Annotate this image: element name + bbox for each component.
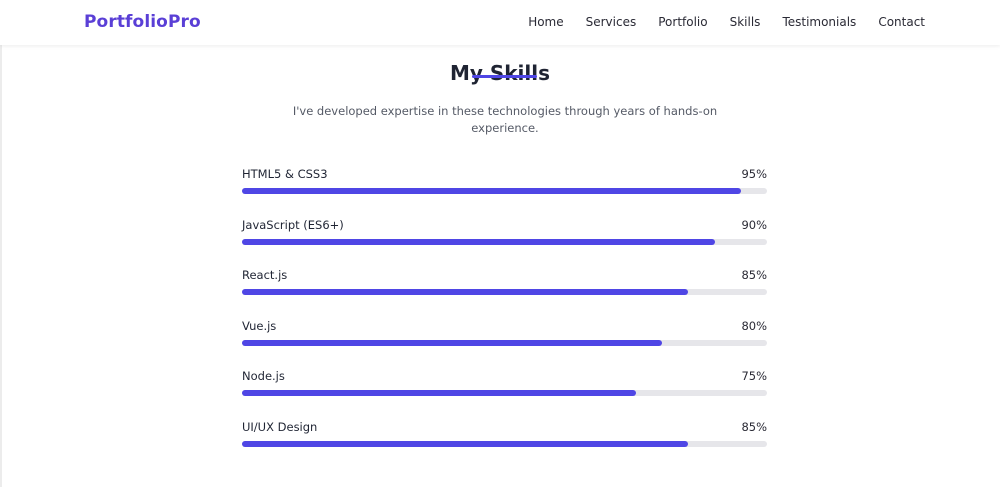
skill-item: React.js 85% xyxy=(242,268,767,319)
logo[interactable]: PortfolioPro xyxy=(84,12,201,32)
skill-header: Node.js 75% xyxy=(242,369,767,385)
nav-link-portfolio[interactable]: Portfolio xyxy=(658,15,708,29)
skill-progress-fill xyxy=(242,440,689,447)
section-title: My Skills xyxy=(449,60,551,85)
skill-progress-track xyxy=(242,238,767,245)
skill-header: UI/UX Design 85% xyxy=(242,420,767,436)
nav-link-testimonials[interactable]: Testimonials xyxy=(782,15,857,29)
skill-progress-track xyxy=(242,339,767,346)
nav-link-skills[interactable]: Skills xyxy=(729,15,761,29)
skill-name: JavaScript (ES6+) xyxy=(242,217,344,232)
nav-links: Home Services Portfolio Skills Testimoni… xyxy=(528,15,925,29)
skill-percent: 95% xyxy=(741,167,767,181)
skill-progress-track xyxy=(242,188,767,194)
skill-item: Node.js 75% xyxy=(242,369,767,420)
skill-progress-fill xyxy=(242,339,662,346)
skill-header: HTML5 & CSS3 95% xyxy=(242,167,767,183)
skill-progress-track xyxy=(242,289,767,295)
skill-progress-track xyxy=(242,440,767,447)
section-subtitle: I've developed expertise in these techno… xyxy=(292,103,718,135)
skill-item: HTML5 & CSS3 95% xyxy=(242,167,767,218)
skill-name: Vue.js xyxy=(242,318,277,333)
title-underline xyxy=(472,75,537,78)
skill-percent: 75% xyxy=(741,369,767,383)
skill-item: UI/UX Design 85% xyxy=(242,420,767,471)
nav-link-home[interactable]: Home xyxy=(528,15,564,29)
skill-name: UI/UX Design xyxy=(242,419,318,434)
skills-list: HTML5 & CSS3 95% JavaScript (ES6+) 90% R… xyxy=(242,167,767,470)
skill-progress-fill xyxy=(242,289,689,295)
skill-progress-fill xyxy=(242,238,715,245)
skill-progress-track xyxy=(242,390,767,396)
skill-percent: 90% xyxy=(741,217,767,232)
navbar: PortfolioPro Home Services Portfolio Ski… xyxy=(0,0,1000,45)
skill-name: HTML5 & CSS3 xyxy=(242,167,328,181)
page-edge xyxy=(0,45,2,487)
skill-percent: 85% xyxy=(741,268,767,282)
nav-link-contact[interactable]: Contact xyxy=(878,15,925,29)
skill-header: React.js 85% xyxy=(242,268,767,284)
skill-item: JavaScript (ES6+) 90% xyxy=(242,218,767,269)
skill-header: Vue.js 80% xyxy=(242,319,767,335)
skill-item: Vue.js 80% xyxy=(242,319,767,370)
skill-percent: 85% xyxy=(741,419,767,434)
skill-progress-fill xyxy=(242,188,741,194)
skill-name: Node.js xyxy=(242,369,285,383)
skill-header: JavaScript (ES6+) 90% xyxy=(242,218,767,234)
skill-name: React.js xyxy=(242,268,288,282)
skill-percent: 80% xyxy=(741,318,767,333)
nav-link-services[interactable]: Services xyxy=(585,15,637,29)
skill-progress-fill xyxy=(242,390,636,396)
